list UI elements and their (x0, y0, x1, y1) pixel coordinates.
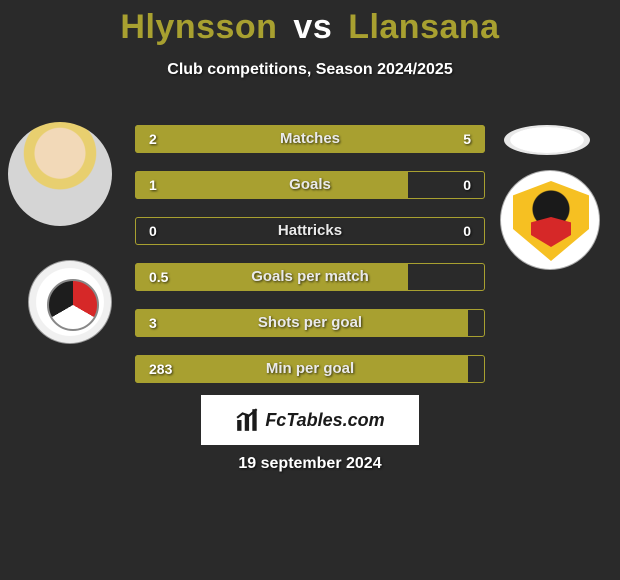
stat-row: 1Goals0 (135, 171, 485, 199)
stat-value-right: 0 (463, 171, 471, 199)
stat-row: 0Hattricks0 (135, 217, 485, 245)
title-vs: vs (293, 8, 332, 46)
stat-label: Goals per match (135, 263, 485, 291)
player2-club-logo (500, 170, 600, 270)
stat-label: Matches (135, 125, 485, 153)
stat-label: Hattricks (135, 217, 485, 245)
stat-value-right: 0 (463, 217, 471, 245)
stat-label: Min per goal (135, 355, 485, 383)
player1-photo (8, 122, 112, 226)
date-label: 19 september 2024 (0, 455, 620, 473)
stat-row: 3Shots per goal (135, 309, 485, 337)
title-player2: Llansana (348, 8, 499, 46)
title-player1: Hlynsson (120, 8, 277, 46)
player1-club-logo (28, 260, 112, 344)
branding-text: FcTables.com (265, 410, 384, 431)
page-title: Hlynsson vs Llansana (0, 0, 620, 47)
stats-chart: 2Matches51Goals00Hattricks00.5Goals per … (135, 125, 485, 401)
chart-icon (235, 407, 261, 433)
fctables-branding: FcTables.com (201, 395, 419, 445)
stat-label: Goals (135, 171, 485, 199)
stat-label: Shots per goal (135, 309, 485, 337)
stat-row: 2Matches5 (135, 125, 485, 153)
stat-value-right: 5 (463, 125, 471, 153)
subtitle: Club competitions, Season 2024/2025 (0, 61, 620, 79)
stat-row: 283Min per goal (135, 355, 485, 383)
player2-photo (504, 125, 590, 155)
stat-row: 0.5Goals per match (135, 263, 485, 291)
